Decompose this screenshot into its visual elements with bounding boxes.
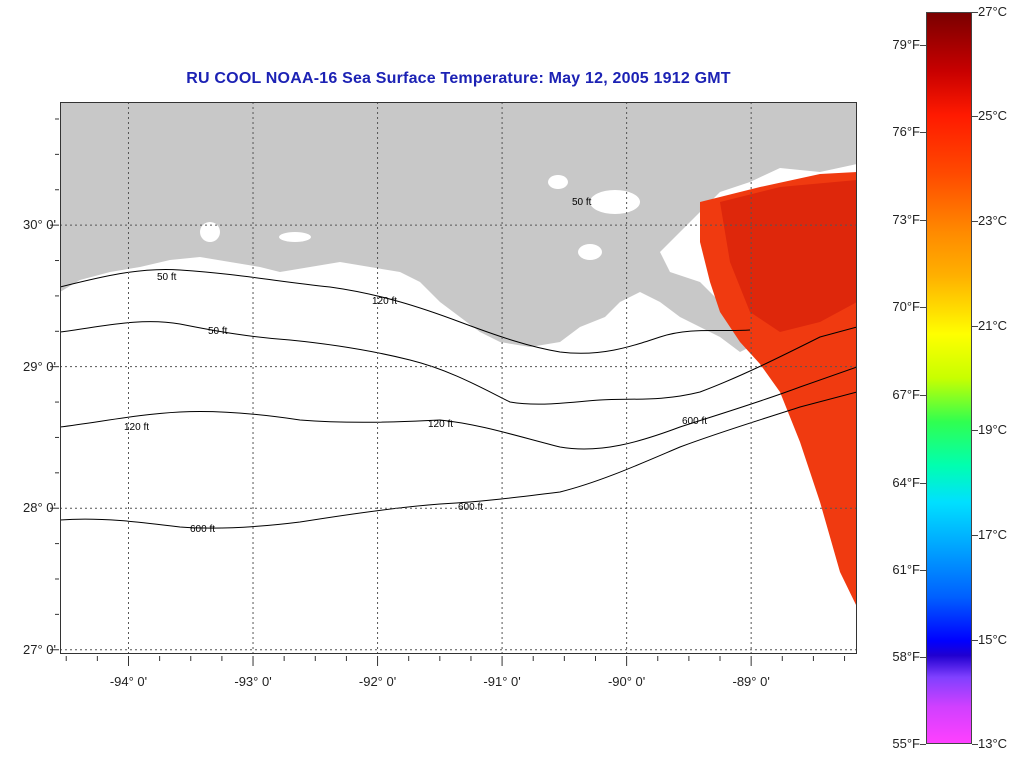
temperature-colorbar: [926, 12, 972, 744]
colorbar-tick: [972, 221, 978, 222]
longitude-label: -91° 0': [483, 674, 521, 689]
longitude-label: -94° 0': [109, 674, 148, 689]
map-frame: [60, 102, 857, 654]
colorbar-fahrenheit-label: 76°F: [892, 124, 920, 139]
colorbar-celsius-label: 15°C: [978, 632, 1008, 647]
latitude-label: 29° 0': [23, 358, 56, 374]
colorbar-tick: [920, 744, 926, 745]
colorbar-tick: [972, 430, 978, 431]
contour-label-50ft: 50 ft: [208, 326, 228, 337]
contour-label-50ft: 50 ft: [572, 197, 592, 208]
colorbar-tick: [972, 640, 978, 641]
colorbar-fahrenheit-label: 64°F: [892, 475, 920, 490]
contour-label-600ft: 600 ft: [458, 502, 483, 513]
colorbar-tick: [972, 12, 978, 13]
colorbar-tick: [920, 483, 926, 484]
colorbar-fahrenheit-label: 70°F: [892, 299, 920, 314]
land-mass: [60, 102, 857, 352]
lake: [578, 244, 602, 260]
longitude-label: -89° 0': [732, 674, 770, 689]
colorbar-fahrenheit-label: 55°F: [892, 736, 920, 751]
contour-label-120ft: 120 ft: [124, 422, 149, 433]
colorbar-tick: [972, 116, 978, 117]
lake: [200, 222, 220, 242]
colorbar-celsius-label: 13°C: [978, 736, 1008, 751]
contour-label-120ft: 120 ft: [428, 419, 453, 430]
contour-labels: 50 ft 50 ft 50 ft 120 ft 120 ft 120 ft 6…: [124, 197, 707, 535]
lake: [279, 232, 311, 242]
colorbar-tick: [920, 307, 926, 308]
depth-contours: [60, 269, 857, 529]
contour-label-600ft: 600 ft: [190, 524, 215, 535]
colorbar-tick: [920, 45, 926, 46]
colorbar-fahrenheit-label: 79°F: [892, 37, 920, 52]
colorbar-tick: [972, 326, 978, 327]
lake: [548, 175, 568, 189]
colorbar-fahrenheit-label: 67°F: [892, 387, 920, 402]
map-title: RU COOL NOAA-16 Sea Surface Temperature:…: [186, 70, 731, 87]
colorbar-celsius-label: 21°C: [978, 318, 1008, 333]
longitude-label: -93° 0': [234, 674, 272, 689]
colorbar-celsius-label: 25°C: [978, 108, 1008, 123]
colorbar-celsius-label: 19°C: [978, 422, 1008, 437]
sst-map: 50 ft 50 ft 50 ft 120 ft 120 ft 120 ft 6…: [60, 102, 857, 654]
colorbar-celsius-label: 27°C: [978, 4, 1008, 19]
colorbar-tick: [920, 657, 926, 658]
colorbar-fahrenheit-label: 61°F: [892, 562, 920, 577]
colorbar-celsius-label: 23°C: [978, 213, 1008, 228]
contour-label-600ft: 600 ft: [682, 416, 707, 427]
colorbar-fahrenheit-label: 58°F: [892, 649, 920, 664]
latitude-label: 30° 0': [23, 217, 56, 233]
longitude-label: -92° 0': [358, 674, 397, 689]
colorbar-tick: [972, 744, 978, 745]
colorbar-tick: [920, 570, 926, 571]
colorbar-tick: [972, 535, 978, 536]
colorbar-celsius-label: 17°C: [978, 527, 1008, 542]
sst-swath-warm: [720, 180, 857, 332]
lake: [590, 190, 640, 214]
colorbar-tick: [920, 220, 926, 221]
colorbar-tick: [920, 395, 926, 396]
gridlines: [60, 102, 857, 654]
latitude-label: 28° 0': [23, 500, 56, 516]
longitude-label: -90° 0': [607, 674, 646, 689]
colorbar-tick: [920, 132, 926, 133]
contour-label-50ft: 50 ft: [157, 272, 177, 283]
latitude-label: 27° 0': [23, 641, 56, 657]
contour-label-120ft: 120 ft: [372, 296, 397, 307]
colorbar-fahrenheit-label: 73°F: [892, 212, 920, 227]
